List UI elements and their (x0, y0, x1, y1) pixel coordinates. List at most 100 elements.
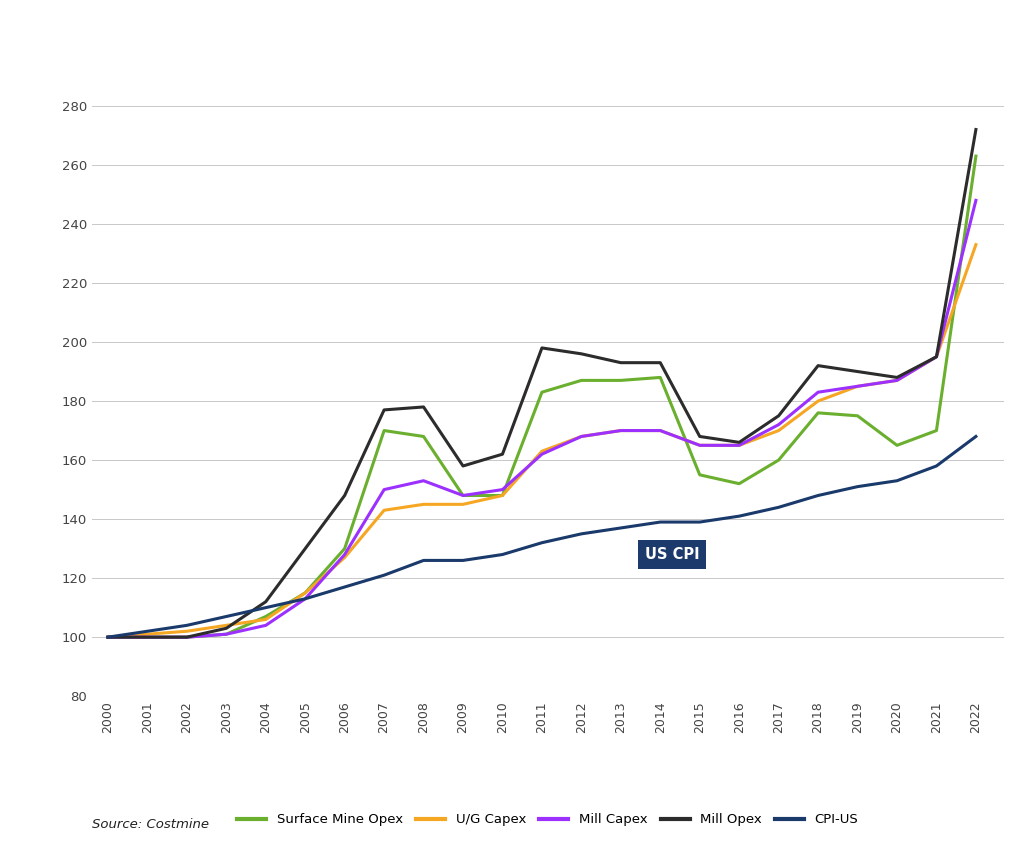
CPI-US (536, 537, 548, 548)
Surface Mine Opex (497, 491, 509, 501)
Line: Mill Capex: Mill Capex (108, 200, 976, 637)
Mill Opex (299, 543, 311, 554)
Mill Opex (575, 349, 588, 359)
Line: U/G Capex: U/G Capex (108, 245, 976, 637)
U/G Capex (891, 375, 903, 385)
Mill Opex (851, 367, 863, 377)
U/G Capex (575, 431, 588, 441)
U/G Capex (614, 425, 627, 436)
Surface Mine Opex (299, 588, 311, 598)
Surface Mine Opex (536, 387, 548, 397)
Mill Opex (101, 632, 114, 642)
Line: CPI-US: CPI-US (108, 436, 976, 637)
Surface Mine Opex (851, 411, 863, 421)
CPI-US (260, 603, 272, 613)
CPI-US (575, 529, 588, 539)
Mill Capex (497, 485, 509, 495)
CPI-US (418, 555, 430, 565)
U/G Capex (260, 615, 272, 625)
CPI-US (497, 549, 509, 559)
Surface Mine Opex (931, 425, 943, 436)
Surface Mine Opex (812, 408, 824, 418)
CPI-US (733, 511, 745, 521)
Surface Mine Opex (220, 629, 232, 639)
Surface Mine Opex (575, 375, 588, 385)
Surface Mine Opex (693, 469, 706, 480)
Mill Capex (180, 632, 193, 642)
Mill Opex (733, 437, 745, 447)
CPI-US (970, 431, 982, 441)
Surface Mine Opex (733, 479, 745, 489)
Surface Mine Opex (101, 632, 114, 642)
Mill Capex (654, 425, 667, 436)
Mill Opex (931, 351, 943, 362)
Mill Capex (614, 425, 627, 436)
Mill Opex (339, 491, 351, 501)
Mill Capex (418, 475, 430, 486)
Mill Opex (378, 405, 390, 415)
Mill Capex (220, 629, 232, 639)
Mill Opex (220, 623, 232, 633)
U/G Capex (970, 239, 982, 250)
U/G Capex (536, 446, 548, 456)
U/G Capex (141, 629, 154, 639)
Surface Mine Opex (378, 425, 390, 436)
U/G Capex (299, 588, 311, 598)
Text: US Mine Cost Inflation by Theme (Index, 2000 = 100): US Mine Cost Inflation by Theme (Index, … (159, 32, 865, 57)
CPI-US (220, 611, 232, 621)
CPI-US (931, 461, 943, 471)
CPI-US (180, 621, 193, 631)
CPI-US (851, 481, 863, 492)
U/G Capex (693, 441, 706, 451)
CPI-US (654, 517, 667, 527)
Mill Opex (497, 449, 509, 459)
CPI-US (339, 582, 351, 592)
Mill Capex (891, 375, 903, 385)
Mill Capex (733, 441, 745, 451)
U/G Capex (497, 491, 509, 501)
Mill Opex (812, 361, 824, 371)
Mill Capex (931, 351, 943, 362)
U/G Capex (220, 621, 232, 631)
U/G Capex (772, 425, 784, 436)
Mill Capex (378, 485, 390, 495)
CPI-US (299, 593, 311, 604)
Mill Opex (536, 343, 548, 353)
U/G Capex (339, 553, 351, 563)
Surface Mine Opex (970, 151, 982, 161)
Mill Opex (141, 632, 154, 642)
Mill Opex (891, 373, 903, 383)
Surface Mine Opex (418, 431, 430, 441)
Mill Capex (339, 549, 351, 559)
Mill Opex (654, 357, 667, 368)
Mill Capex (575, 431, 588, 441)
CPI-US (614, 523, 627, 533)
CPI-US (101, 632, 114, 642)
U/G Capex (101, 632, 114, 642)
Mill Capex (772, 419, 784, 430)
Mill Capex (101, 632, 114, 642)
Mill Opex (457, 461, 469, 471)
Surface Mine Opex (457, 491, 469, 501)
Mill Capex (970, 195, 982, 205)
CPI-US (812, 491, 824, 501)
Surface Mine Opex (141, 632, 154, 642)
Text: US CPI: US CPI (645, 547, 699, 562)
U/G Capex (733, 441, 745, 451)
CPI-US (772, 503, 784, 513)
Surface Mine Opex (180, 632, 193, 642)
Legend: Surface Mine Opex, U/G Capex, Mill Capex, Mill Opex, CPI-US: Surface Mine Opex, U/G Capex, Mill Capex… (231, 808, 864, 832)
CPI-US (891, 475, 903, 486)
Mill Capex (812, 387, 824, 397)
U/G Capex (180, 627, 193, 637)
U/G Capex (931, 351, 943, 362)
Mill Capex (693, 441, 706, 451)
Mill Opex (772, 411, 784, 421)
Line: Mill Opex: Mill Opex (108, 130, 976, 637)
Surface Mine Opex (339, 543, 351, 554)
Surface Mine Opex (891, 441, 903, 451)
U/G Capex (418, 499, 430, 509)
CPI-US (693, 517, 706, 527)
Surface Mine Opex (772, 455, 784, 465)
Mill Capex (141, 632, 154, 642)
